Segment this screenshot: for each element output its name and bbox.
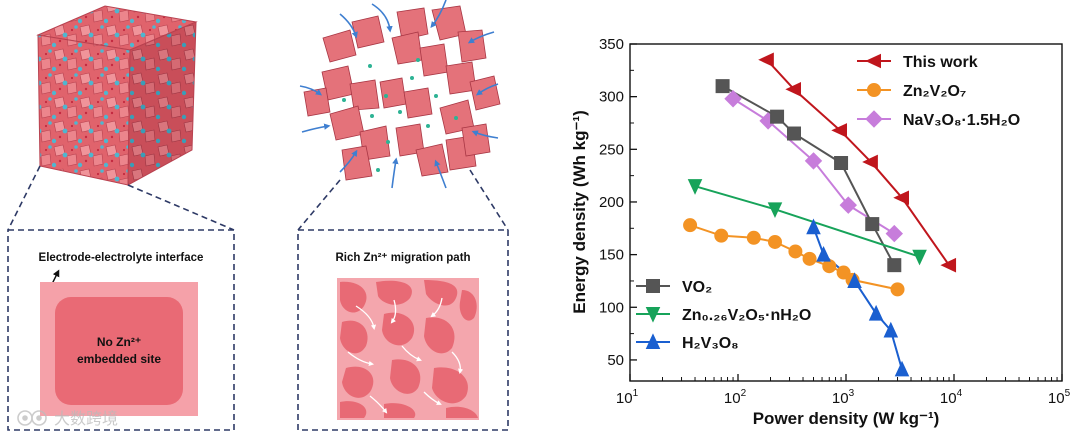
data-point-5 [847, 272, 862, 288]
data-point-3 [715, 79, 730, 94]
data-point-4 [912, 249, 927, 266]
connector-line-right [127, 184, 235, 231]
data-point-1 [714, 228, 729, 243]
watermark-text: 大数跨境 [54, 409, 118, 428]
y-tick-label: 100 [599, 299, 624, 316]
migration-blobs [340, 280, 478, 418]
electrode-inner-region [55, 297, 183, 405]
y-tick-label: 250 [599, 141, 624, 158]
crystal-cube [36, 5, 198, 186]
x-tick-label: 101 [616, 388, 639, 407]
watermark-logo-icon [17, 410, 47, 426]
migration-detail-box: Rich Zn²⁺ migration path [297, 229, 509, 431]
data-point-2 [804, 152, 823, 170]
legend-marker [867, 83, 881, 97]
data-point-0 [893, 190, 909, 206]
legend-label: Zn₀.₂₆V₂O₅·nH₂O [682, 307, 811, 324]
interface-box-title: Electrode-electrolyte interface [39, 252, 204, 264]
x-tick-label: 103 [832, 388, 855, 407]
legend-marker [865, 53, 881, 69]
zn-migration-arrows [299, 0, 499, 189]
connector-line-middle-left [297, 179, 341, 231]
data-point-0 [862, 154, 878, 170]
watermark: 大数跨境 [17, 409, 118, 428]
x-axis-label: Power density (W kg⁻¹) [753, 409, 940, 428]
plot-frame [629, 43, 1063, 382]
polyhedra-cluster [303, 5, 501, 181]
y-tick-label: 150 [599, 247, 624, 264]
legend-label: H₂V₃O₈ [682, 335, 739, 352]
connector-line-left [7, 165, 41, 231]
legend-marker [865, 110, 883, 128]
data-point-1 [802, 251, 817, 266]
migration-path-arrows [347, 297, 464, 414]
data-point-3 [786, 126, 801, 141]
connector-line-middle-right [469, 169, 509, 231]
data-point-5 [883, 321, 899, 338]
y-tick-label: 200 [599, 194, 624, 211]
data-point-1 [746, 230, 761, 245]
legend-upper: This work Zn₂V₂O₇ NaV₃O₈·1.5H₂O [857, 53, 1020, 129]
interface-detail-box: Electrode-electrolyte interface No Zn²⁺ … [7, 229, 235, 431]
x-tick-label: 104 [940, 388, 963, 407]
data-point-5 [806, 218, 821, 235]
data-point-0 [940, 257, 957, 273]
x-tick-label: 105 [1048, 388, 1071, 407]
data-point-5 [894, 360, 910, 377]
ragone-chart: 101 102 103 104 105 50 100 150 200 250 300 350 Powe… [570, 36, 1071, 428]
legend-label: This work [903, 54, 978, 71]
series-markers [683, 52, 957, 377]
series-line-0 [766, 59, 950, 266]
data-point-3 [834, 156, 849, 171]
data-point-1 [836, 265, 851, 280]
data-point-2 [885, 224, 904, 243]
legend-marker [645, 333, 661, 349]
data-point-3 [770, 109, 785, 124]
cube-front-face [37, 34, 131, 186]
exploded-crystal [299, 0, 501, 189]
y-tick-label: 50 [607, 352, 624, 369]
legend-marker [645, 307, 661, 323]
series-line-5 [812, 226, 903, 370]
migration-box-title: Rich Zn²⁺ migration path [335, 252, 470, 264]
data-point-5 [816, 245, 831, 262]
y-tick-label: 350 [599, 36, 624, 53]
no-zn-site-label-line2: embedded site [77, 352, 161, 366]
legend-lower: VO₂ Zn₀.₂₆V₂O₅·nH₂O H₂V₃O₈ [636, 279, 811, 352]
data-point-5 [868, 304, 884, 321]
data-point-1 [683, 218, 698, 233]
y-axis-label: Energy density (Wh kg⁻¹) [570, 110, 589, 314]
data-point-1 [788, 244, 803, 259]
data-point-4 [687, 179, 703, 195]
x-tick-label: 102 [724, 388, 747, 407]
cube-side-face [127, 21, 197, 186]
legend-label: NaV₃O₈·1.5H₂O [903, 112, 1020, 129]
series-line-4 [694, 185, 920, 258]
zn-ion-dots [342, 58, 458, 172]
axis-ticks: 101 102 103 104 105 50 100 150 200 250 300 350 [599, 36, 1071, 407]
data-point-2 [839, 196, 857, 214]
data-point-3 [865, 217, 880, 232]
data-point-1 [890, 282, 905, 297]
data-point-3 [887, 258, 902, 273]
no-zn-site-label-line1: No Zn²⁺ [97, 335, 141, 349]
data-point-2 [724, 90, 742, 108]
legend-label: VO₂ [682, 279, 712, 296]
data-point-0 [785, 82, 801, 97]
data-point-0 [831, 123, 848, 138]
data-point-1 [822, 259, 837, 274]
data-point-4 [767, 202, 783, 219]
data-point-1 [767, 234, 782, 249]
legend-label: Zn₂V₂O₇ [903, 83, 966, 100]
y-tick-label: 300 [599, 89, 624, 106]
data-point-0 [758, 52, 774, 68]
legend-marker [646, 279, 660, 293]
